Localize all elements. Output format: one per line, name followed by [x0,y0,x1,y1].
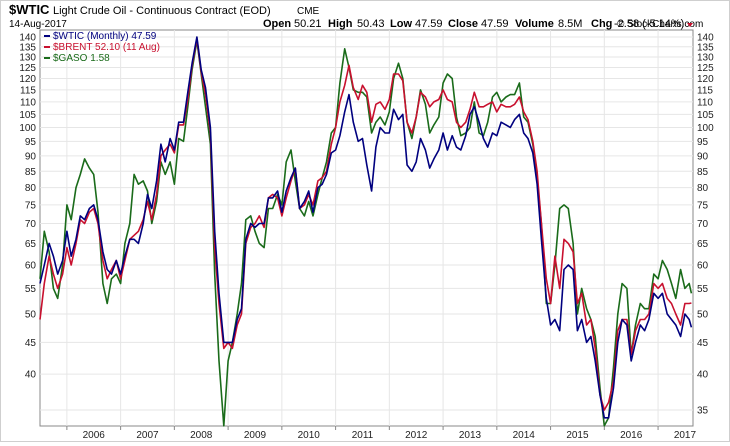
quote-summary: Open 50.21 High 50.43 Low 47.59 Close 47… [263,18,693,30]
series-line-wtic [39,36,693,419]
right-tick-label: 95 [697,137,709,148]
left-tick-label: 120 [19,74,36,85]
x-tick-label: 2016 [620,430,643,441]
open-label: Open [263,18,291,30]
right-axis: 3540455055606570758085909510010511011512… [697,33,714,417]
right-tick-label: 50 [697,310,709,321]
left-tick-label: 60 [25,260,37,271]
date-label: 14-Aug-2017 [9,19,67,30]
legend-label-brent: $BRENT 52.10 (11 Aug) [53,42,160,53]
plot-area [39,29,694,427]
low-label: Low [390,18,412,30]
left-tick-label: 40 [25,370,37,381]
series-line-brent [39,38,692,411]
close-label: Close [448,18,478,30]
x-tick-label: 2013 [459,430,482,441]
left-tick-label: 105 [19,110,36,121]
right-tick-label: 100 [697,123,714,134]
right-tick-label: 60 [697,260,709,271]
left-tick-label: 50 [25,310,37,321]
left-tick-label: 95 [25,137,37,148]
x-tick-label: 2008 [190,430,213,441]
x-tick-label: 2007 [136,430,159,441]
right-tick-label: 55 [697,284,709,295]
symbol-label: $WTIC [9,2,50,17]
right-tick-label: 120 [697,74,714,85]
low-value: 47.59 [415,18,443,30]
left-tick-label: 125 [19,63,36,74]
left-tick-label: 70 [25,219,37,230]
right-tick-label: 45 [697,338,709,349]
watermark: © StockCharts.com [617,19,703,30]
x-tick-label: 2017 [674,430,697,441]
volume-value: 8.5M [558,18,582,30]
right-tick-label: 80 [697,183,709,194]
left-tick-label: 80 [25,183,37,194]
x-tick-label: 2011 [352,430,374,441]
volume-label: Volume [515,18,554,30]
close-value: 47.59 [481,18,509,30]
chg-label: Chg [591,18,612,30]
right-tick-label: 75 [697,200,709,211]
right-tick-label: 110 [697,97,713,108]
legend-item-wtic: $WTIC (Monthly) 47.59 [44,31,157,42]
open-value: 50.21 [294,18,322,30]
left-tick-label: 90 [25,151,37,162]
left-tick-label: 65 [25,239,37,250]
legend-label-wtic: $WTIC (Monthly) 47.59 [53,31,157,42]
right-tick-label: 115 [697,85,713,96]
left-tick-label: 135 [19,42,36,53]
instrument-name: Light Crude Oil - Continuous Contract (E… [53,5,271,17]
left-tick-label: 75 [25,200,37,211]
left-tick-label: 115 [20,85,36,96]
left-tick-label: 100 [19,123,36,134]
right-tick-label: 85 [697,167,709,178]
left-tick-label: 130 [19,52,36,63]
right-tick-label: 105 [697,110,714,121]
exchange-label: CME [297,6,320,17]
chg-value: -2.58 (-5.14%) [614,18,684,30]
x-tick-label: 2010 [298,430,321,441]
legend-label-gaso: $GASO 1.58 [53,53,110,64]
left-tick-label: 110 [20,97,36,108]
left-tick-label: 45 [25,338,37,349]
legend: $WTIC (Monthly) 47.59 $BRENT 52.10 (11 A… [44,31,160,64]
right-tick-label: 140 [697,33,714,44]
down-arrow-icon [687,23,693,27]
legend-item-gaso: $GASO 1.58 [44,53,110,64]
right-tick-label: 70 [697,219,709,230]
left-axis: 4045505560657075808590951001051101151201… [19,33,36,381]
x-tick-label: 2015 [566,430,589,441]
right-tick-label: 130 [697,52,714,63]
x-tick-label: 2014 [513,430,536,441]
x-tick-label: 2009 [244,430,267,441]
series-lines [39,36,693,427]
x-axis: 2006 2007 2008 2009 2010 2011 2012 2013 2014 2015… [66,426,697,441]
left-tick-label: 55 [25,284,37,295]
right-tick-label: 125 [697,63,714,74]
right-tick-label: 135 [697,42,714,53]
high-value: 50.43 [357,18,385,30]
x-tick-label: 2006 [83,430,106,441]
right-tick-label: 65 [697,239,709,250]
legend-item-brent: $BRENT 52.10 (11 Aug) [44,42,160,53]
right-tick-label: 35 [697,406,709,417]
x-tick-label: 2012 [405,430,428,441]
right-tick-label: 90 [697,151,709,162]
left-tick-label: 85 [25,167,37,178]
left-tick-label: 140 [19,33,36,44]
right-tick-label: 40 [697,370,709,381]
high-label: High [328,18,353,30]
